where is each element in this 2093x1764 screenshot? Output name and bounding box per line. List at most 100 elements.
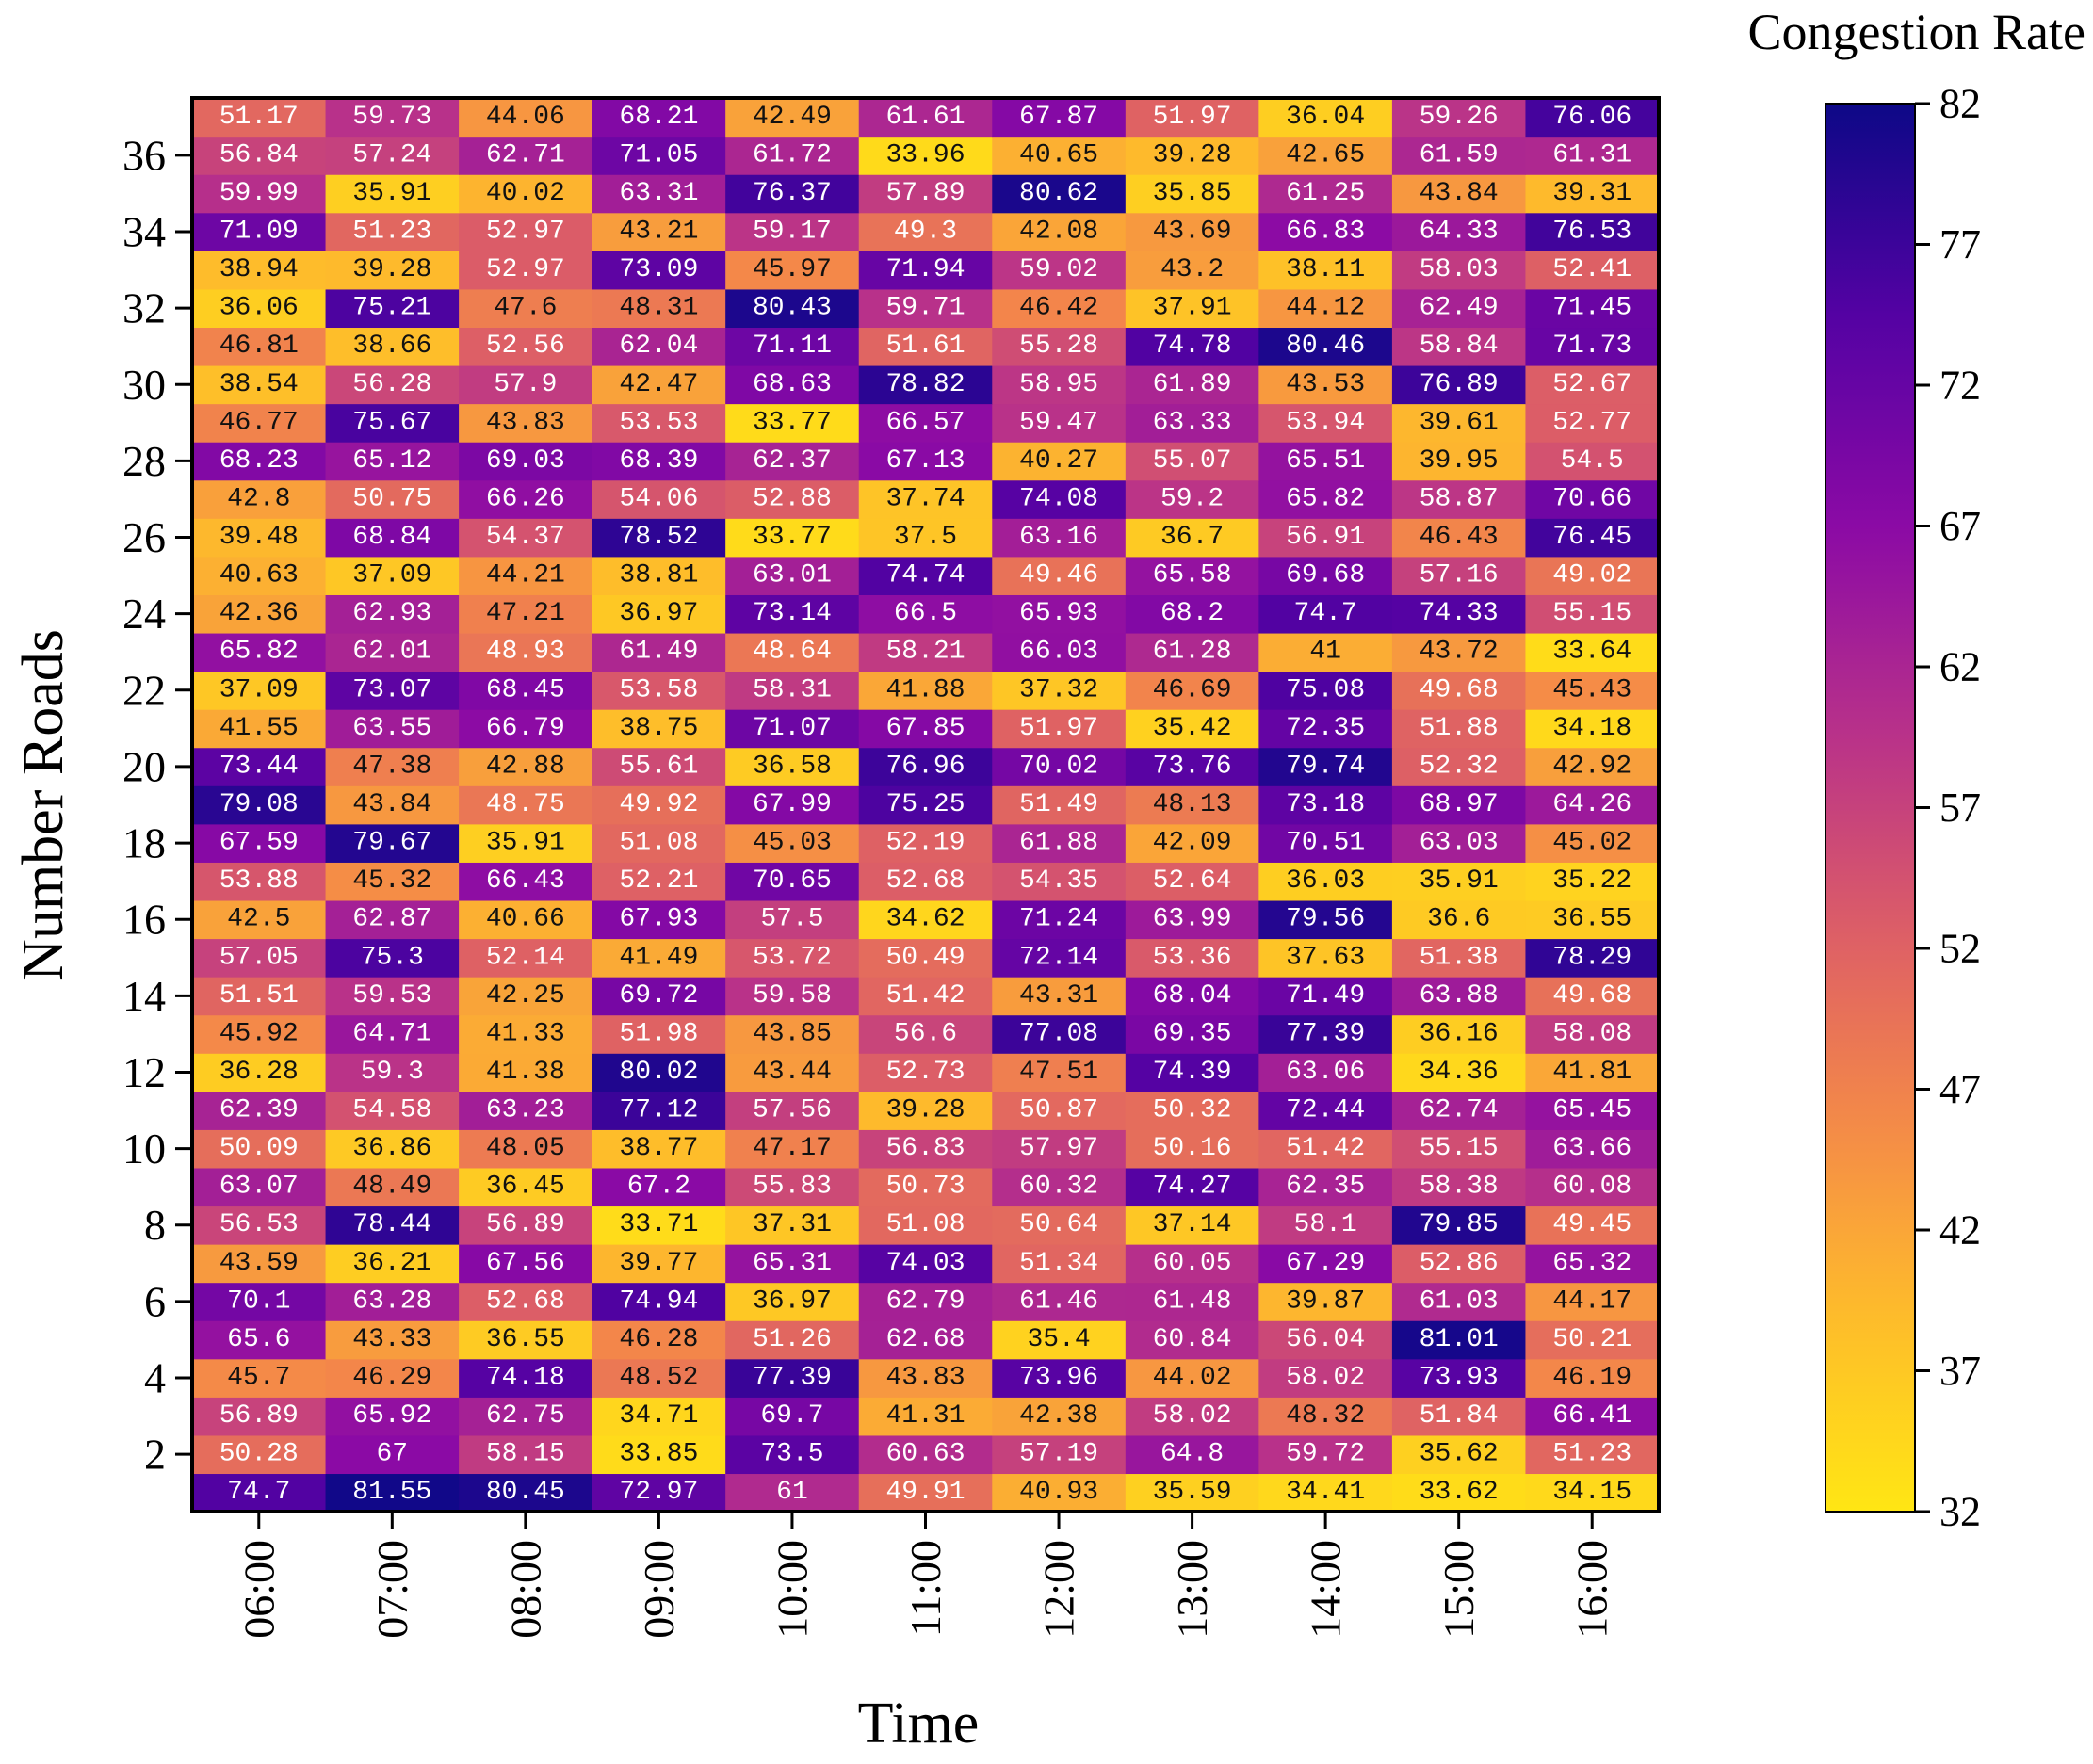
heatmap-cell-label: 58.21 [885,638,965,667]
heatmap-cell [1258,785,1393,825]
heatmap-cell-label: 81.55 [352,1478,431,1507]
heatmap-cell [1525,1091,1660,1130]
heatmap-cell [725,479,860,519]
colorbar-tick-label: 57 [1939,785,1981,831]
heatmap-cell-label: 77.39 [1286,1019,1365,1048]
heatmap-cell [725,709,860,749]
heatmap-cell [1525,1320,1660,1360]
heatmap-cell-label: 63.28 [352,1287,431,1316]
heatmap-cell-label: 39.28 [352,255,431,284]
heatmap-cell [992,327,1127,366]
heatmap-cell [858,1053,993,1092]
heatmap-cell-label: 38.94 [219,255,299,284]
heatmap-cell [725,977,860,1016]
heatmap-cell-label: 76.37 [753,179,832,208]
heatmap-cell [325,977,460,1016]
heatmap-cell-label: 36.86 [352,1134,431,1163]
heatmap-cell [192,709,327,749]
heatmap-cell [592,1167,726,1207]
heatmap-cell-label: 59.02 [1019,255,1098,284]
heatmap-cell-label: 51.08 [885,1210,965,1239]
heatmap-cell [1258,594,1393,634]
heatmap-cell-label: 57.16 [1420,561,1499,591]
heatmap-cell [1258,671,1393,710]
heatmap-cell-label: 79.85 [1420,1210,1499,1239]
heatmap-cell-label: 36.16 [1420,1019,1499,1048]
heatmap-cell-label: 64.71 [352,1019,431,1048]
heatmap-cell-label: 79.67 [352,829,431,858]
heatmap-cell [459,709,593,749]
heatmap-cell [325,479,460,519]
heatmap-cell-label: 67.85 [885,714,965,743]
heatmap-cell-label: 50.87 [1019,1096,1098,1125]
heatmap-cell [459,212,593,251]
heatmap-cell [1125,403,1259,443]
heatmap-cell-label: 46.28 [619,1325,698,1354]
heatmap-cell-label: 41.49 [619,943,698,972]
heatmap-cell [592,174,726,214]
heatmap-cell [1525,1129,1660,1169]
heatmap-cell-label: 62.37 [753,446,832,476]
heatmap-cell-label: 52.19 [885,829,965,858]
heatmap-cell [325,632,460,672]
heatmap-cell-label: 66.43 [486,866,565,896]
heatmap-cell [992,709,1127,749]
heatmap-cell-label: 43.72 [1420,638,1499,667]
heatmap-cell-label: 51.38 [1420,943,1499,972]
heatmap-cell [992,899,1127,940]
heatmap-cell-label: 51.42 [885,981,965,1011]
heatmap-cell [992,1434,1127,1475]
heatmap-cell-label: 66.26 [486,484,565,513]
heatmap-cell-label: 42.88 [486,752,565,781]
colorbar [1825,103,1916,1513]
heatmap-cell-label: 58.84 [1420,332,1499,361]
heatmap-cell [459,1473,593,1513]
heatmap-cell [1258,1053,1393,1092]
heatmap-cell-label: 48.93 [486,638,565,667]
heatmap-cell-label: 66.03 [1019,638,1098,667]
heatmap-cell [1525,212,1660,251]
heatmap-cell [1125,671,1259,710]
heatmap-cell-label: 74.7 [1294,599,1357,628]
heatmap-cell [1125,327,1259,366]
heatmap-cell-label: 33.71 [619,1210,698,1239]
heatmap-cell-label: 50.28 [219,1440,299,1469]
heatmap-cell [192,938,327,978]
heatmap-cell [459,977,593,1016]
x-tick-label: 10:00 [768,1540,816,1639]
heatmap-cell-label: 75.21 [352,294,431,323]
heatmap-cell-label: 59.99 [219,179,299,208]
heatmap-cell [992,632,1127,672]
heatmap-cell-label: 42.5 [227,905,290,934]
heatmap-cell-label: 63.23 [486,1096,565,1125]
heatmap-cell-label: 73.5 [760,1440,823,1469]
heatmap-cell [192,1320,327,1360]
heatmap-cell-label: 51.49 [1019,790,1098,819]
heatmap-cell [858,1167,993,1207]
heatmap-cell [1258,98,1393,138]
heatmap-cell-label: 67.93 [619,905,698,934]
heatmap-cell-label: 41.38 [486,1058,565,1087]
heatmap-cell-label: 56.04 [1286,1325,1365,1354]
heatmap-cell [325,556,460,595]
heatmap-cell [192,1473,327,1513]
heatmap-cell-label: 59.2 [1160,484,1224,513]
heatmap-cell-label: 62.93 [352,599,431,628]
heatmap-cell-label: 52.77 [1552,408,1631,437]
heatmap-cell-label: 65.82 [1286,484,1365,513]
heatmap-cell-label: 36.55 [1552,905,1631,934]
heatmap-cell-label: 51.98 [619,1019,698,1048]
heatmap-cell [1258,1014,1393,1054]
heatmap-cell-label: 43.59 [219,1249,299,1278]
heatmap-cell-label: 52.21 [619,866,698,896]
heatmap-cell-label: 36.45 [486,1173,565,1202]
heatmap-cell [858,671,993,710]
heatmap-cell [1391,1091,1527,1130]
heatmap-cell [1391,977,1527,1016]
heatmap-cell-label: 52.97 [486,217,565,246]
heatmap-cell-label: 53.94 [1286,408,1365,437]
heatmap-cell-label: 62.71 [486,140,565,170]
y-tick-label: 36 [122,131,166,179]
heatmap-cell [192,823,327,863]
x-tick-label: 13:00 [1168,1540,1216,1639]
